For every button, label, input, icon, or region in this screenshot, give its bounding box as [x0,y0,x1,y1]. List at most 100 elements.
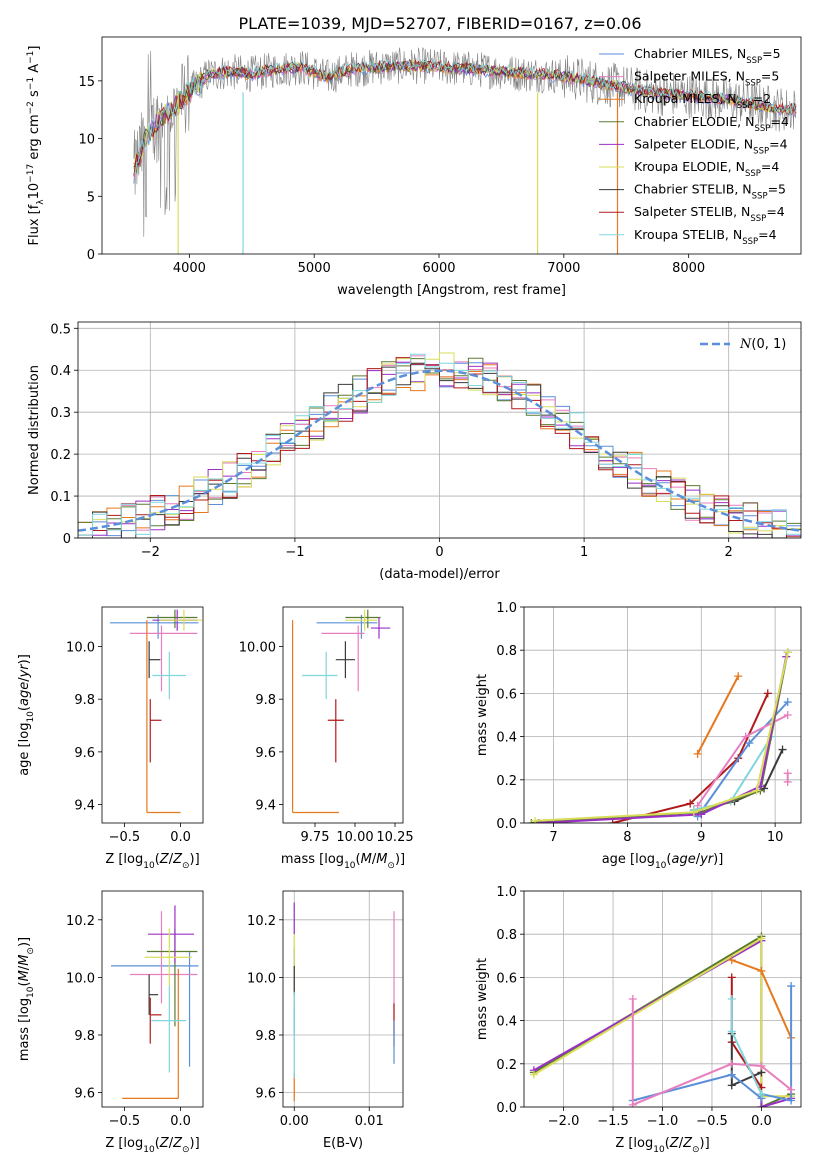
errorbar-kroupa-stelib [151,986,187,1073]
weight-point-kroupa-miles [734,672,743,681]
y-tick-label: 10.00 [239,641,276,656]
errorbar-salpeter-stelib [327,699,344,763]
x-axis-label: Z [log10(Z/Z⊙)] [105,1136,199,1155]
y-tick-label: 10.0 [247,971,276,986]
weight-point-salpeter-miles [783,769,792,778]
weight-point-kroupa-elodie [783,648,792,657]
plot-area [109,609,202,814]
x-tick-label: 1 [580,545,588,560]
y-tick-label: 0.3 [50,406,71,421]
x-axis-label: wavelength [Angstrom, rest frame] [337,283,566,298]
errorbar-salpeter-elodie [148,905,195,963]
weight-point-salpeter-stelib [727,973,736,982]
weight-point-chabrier-miles [787,1096,796,1105]
y-tick-label: 10.2 [66,914,95,929]
y-tick-label: 0.2 [496,774,517,789]
weight-point-salpeter-stelib [608,819,617,823]
y-tick-label: 0.5 [50,322,71,337]
x-axis-label: Z [log10(Z/Z⊙)] [615,1136,709,1155]
axes-frame [101,890,204,1108]
weight-point-kroupa-elodie [689,808,698,817]
legend-label-salpeter-elodie: Salpeter ELODIE, NSSP=4 [634,136,788,156]
panel-age-vs-z: −0.5 0.0 9.4 9.6 9.8 10.0 Z [log10(Z/Z⊙)] age [… [17,606,204,871]
weight-point-chabrier-miles [727,1070,736,1079]
plot-area [133,46,797,254]
y-tick-label: 9.4 [255,799,276,814]
y-axis-label: mass weight [475,958,490,1040]
errorbar-chabrier-elodie [345,609,381,629]
x-tick-label: −0.5 [109,830,141,845]
x-tick-label: 10.25 [376,830,413,845]
x-tick-label: 0.0 [170,830,191,845]
x-tick-label: −2.0 [548,1114,580,1129]
plot-area [293,902,395,1102]
weight-point-salpeter-miles [783,777,792,786]
x-tick-label: 9 [697,830,705,845]
legend-label-chabrier-elodie: Chabrier ELODIE, NSSP=4 [634,114,789,134]
y-tick-label: 0.0 [496,817,517,832]
weight-point-kroupa-elodie [752,786,761,795]
histogram-kroupa-stelib [78,353,801,538]
errorbar-kroupa-elodie [345,609,378,631]
x-tick-label: 4000 [173,261,206,276]
y-tick-label: 0.2 [50,448,71,463]
weight-point-salpeter-miles [628,995,637,1003]
y-tick-label: 9.6 [74,746,95,761]
errorbar-salpeter-miles [130,625,198,692]
weight-line-kroupa-elodie [533,936,792,1098]
errorbar-chabrier-stelib [148,974,159,1015]
x-tick-label: 10 [767,830,784,845]
axes-frame [101,606,204,824]
x-tick-label: 0 [435,545,443,560]
y-tick-label: 0.6 [496,687,517,702]
panel-spectrum: 4000 5000 6000 7000 8000 0 5 10 15 wavelength [An… [26,36,802,298]
y-tick-label: 9.8 [255,1029,276,1044]
y-tick-label: 10.0 [66,641,95,656]
x-tick-label: 0.0 [751,1114,772,1129]
plot-area [78,352,801,538]
x-tick-label: −2 [141,545,160,560]
axes-frame [523,606,802,824]
x-axis-label: Z [log10(Z/Z⊙)] [105,852,199,871]
legend-label-gaussian: N(0, 1) [739,337,786,352]
y-tick-label: 9.6 [255,746,276,761]
y-axis-label: Normed distribution [27,365,42,495]
y-tick-label: 9.6 [74,1087,95,1102]
legend-label-kroupa-stelib: Kroupa STELIB, NSSP=4 [634,227,777,247]
weight-line-chabrier-elodie [531,652,789,823]
errorbar-kroupa-miles [122,968,179,1099]
y-tick-label: 0 [87,248,95,263]
y-tick-label: 5 [87,190,95,205]
y-tick-label: 10 [78,133,95,148]
weight-point-salpeter-miles [757,1061,766,1070]
plot-area [527,648,792,823]
panel-weight-vs-age: 7 8 9 10 0.0 0.2 0.4 0.6 0.8 1.0 age [log10(age/yr… [475,601,802,871]
x-tick-label: 9.75 [301,830,330,845]
figure-title: PLATE=1039, MJD=52707, FIBERID=0167, z=0… [238,14,641,33]
x-axis-label: (data-model)/error [379,567,500,582]
x-tick-label: −0.5 [696,1114,728,1129]
x-axis-label: age [log10(age/yr)] [602,852,724,871]
legend: Chabrier MILES, NSSP=5 Salpeter MILES, NS… [599,46,789,247]
errorbar-kroupa-miles [292,620,339,814]
weight-point-chabrier-miles [745,739,754,748]
legend-label-kroupa-elodie: Kroupa ELODIE, NSSP=4 [634,159,779,179]
weight-point-kroupa-elodie [757,934,766,943]
legend-label-salpeter-miles: Salpeter MILES, NSSP=5 [634,69,779,89]
x-tick-label: 0.0 [170,1114,191,1129]
x-tick-label: 10.00 [336,830,373,845]
weight-point-salpeter-miles [741,732,750,741]
x-tick-label: 7 [549,830,557,845]
y-tick-label: 9.4 [74,799,95,814]
errorbar-chabrier-miles [109,614,199,639]
y-tick-label: 0.1 [50,490,71,505]
weight-point-kroupa-stelib [757,1090,766,1099]
legend-label-kroupa-miles: Kroupa MILES, NSSP=2 [634,91,771,111]
weight-point-kroupa-stelib [727,1027,736,1036]
model-line-chabrier-stelib [133,59,797,168]
y-tick-label: 0 [63,532,71,547]
grid-lines [524,890,801,1108]
legend-label-salpeter-stelib: Salpeter STELIB, NSSP=4 [634,204,785,224]
y-tick-label: 15 [78,75,95,90]
